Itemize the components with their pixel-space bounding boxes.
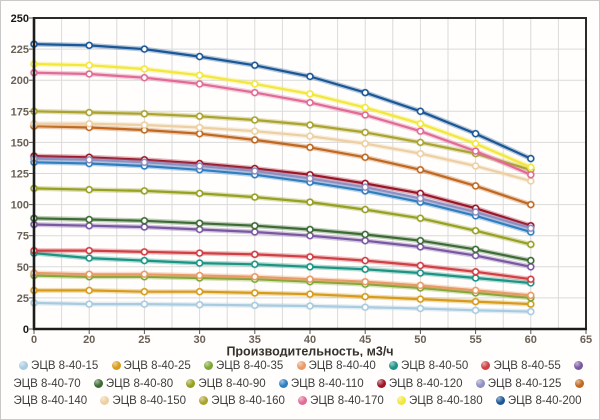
legend-marker-icon: [204, 361, 214, 370]
legend-item-label: ЭЦВ 8-40-170: [310, 395, 384, 407]
series-ЭЦВ 8-40-90: [29, 184, 536, 249]
legend-item-label: ЭЦВ 8-40-150: [112, 395, 187, 407]
legend-item: ЭЦВ 8-40-80: [93, 377, 174, 390]
legend-marker-icon: [376, 378, 386, 388]
pump-head-flow-chart: 0 20 25 30 35 40 45 50 55 60 65 0 25 50 75 100 125 150 175…: [11, 13, 592, 359]
legend-marker-icon: [296, 361, 306, 370]
legend-item: ЭЦВ 8-40-15: [19, 360, 98, 372]
legend-item: ЭЦВ 8-40-150: [100, 395, 186, 407]
legend-marker-icon: [298, 396, 308, 405]
x-tick-label: 55: [469, 334, 481, 346]
legend-item-label: ЭЦВ 8-40-55: [493, 360, 561, 372]
y-tick-label: 25: [17, 293, 29, 305]
legend-item-label: ЭЦВ 8-40-15: [31, 360, 99, 372]
legend-marker-icon: [19, 361, 29, 370]
y-tick-label: 225: [11, 44, 29, 56]
legend-marker-icon: [573, 361, 583, 370]
x-tick-label: 65: [580, 334, 592, 346]
x-tick-label: 20: [83, 334, 95, 346]
chart-legend: ЭЦВ 8-40-15 ЭЦВ 8-40-25 ЭЦВ 8-40-35 ЭЦВ …: [1, 357, 599, 411]
legend-marker-icon: [111, 361, 121, 370]
legend-item-label: ЭЦВ 8-40-80: [105, 377, 174, 390]
x-axis-labels: 0 20 25 30 35 40 45 50 55 60 65: [31, 330, 592, 346]
y-tick-label: 125: [11, 169, 29, 181]
legend-item-label: ЭЦВ 8-40-140: [13, 395, 88, 407]
legend-marker-icon: [396, 396, 406, 405]
series-ЭЦВ 8-40-180: [29, 59, 536, 172]
legend-item: ЭЦВ 8-40-120: [376, 377, 463, 390]
legend-item: ЭЦВ 8-40-90: [186, 377, 266, 390]
legend-item-label: ЭЦВ 8-40-160: [211, 395, 285, 407]
x-tick-label: 50: [414, 334, 426, 346]
x-tick-label: 25: [138, 334, 150, 346]
legend-item-label: ЭЦВ 8-40-120: [388, 377, 463, 390]
legend-marker-icon: [388, 361, 398, 370]
chart-area: 0 20 25 30 35 40 45 50 55 60 65 0 25 50 75 100 125 150 175…: [1, 1, 599, 359]
legend-item-label: ЭЦВ 8-40-25: [123, 360, 191, 372]
legend-item: ЭЦВ 8-40-25: [111, 360, 191, 372]
series-ЭЦВ 8-40-125: [29, 154, 536, 233]
series-ЭЦВ 8-40-15: [29, 298, 536, 316]
x-tick-label: 45: [359, 334, 371, 346]
y-tick-label: 175: [11, 106, 29, 118]
x-tick-label: 0: [31, 334, 37, 346]
y-tick-label: 250: [11, 13, 29, 25]
series-ЭЦВ 8-40-200: [29, 39, 536, 163]
legend-marker-icon: [100, 396, 110, 405]
legend-item-label: ЭЦВ 8-40-200: [507, 395, 582, 407]
x-tick-label: 60: [525, 334, 537, 346]
y-axis-labels: 0 25 50 75 100 125 150 175 200 225 250: [11, 13, 33, 336]
legend-item-label: ЭЦВ 8-40-180: [408, 395, 483, 407]
legend-item-label: ЭЦВ 8-40-40: [308, 360, 376, 372]
x-tick-label: 30: [193, 334, 205, 346]
legend-item-label: ЭЦВ 8-40-50: [400, 360, 469, 372]
legend-marker-icon: [574, 378, 584, 388]
series-ЭЦВ 8-40-160: [29, 107, 536, 175]
series-ЭЦВ 8-40-25: [29, 286, 536, 309]
x-tick-label: 35: [249, 334, 261, 346]
x-tick-label: 40: [304, 334, 316, 346]
legend-item-label: ЭЦВ 8-40-125: [487, 377, 562, 390]
legend-marker-icon: [93, 378, 103, 388]
legend-marker-icon: [186, 378, 196, 388]
legend-item: ЭЦВ 8-40-70: [13, 360, 586, 390]
legend-item: ЭЦВ 8-40-140: [13, 378, 586, 407]
series-ЭЦВ 8-40-55: [29, 246, 536, 284]
x-axis-title: Производительность, м3/ч: [226, 345, 393, 358]
legend-item: ЭЦВ 8-40-35: [204, 360, 283, 372]
legend-item: ЭЦВ 8-40-110: [278, 377, 364, 390]
y-tick-label: 50: [17, 262, 29, 274]
y-tick-label: 75: [17, 231, 29, 243]
y-tick-label: 100: [11, 200, 29, 212]
legend-item: ЭЦВ 8-40-55: [481, 360, 561, 372]
legend-item: ЭЦВ 8-40-40: [296, 360, 376, 372]
series-ЭЦВ 8-40-170: [29, 68, 536, 180]
legend-item-label: ЭЦВ 8-40-35: [216, 360, 284, 372]
legend-item: ЭЦВ 8-40-170: [298, 395, 384, 407]
legend-item-label: ЭЦВ 8-40-110: [290, 377, 364, 390]
legend-marker-icon: [475, 378, 485, 388]
legend-marker-icon: [199, 396, 209, 405]
legend-item: ЭЦВ 8-40-125: [475, 377, 562, 390]
legend-marker-icon: [481, 361, 491, 370]
legend-marker-icon: [278, 378, 288, 388]
legend-item-label: ЭЦВ 8-40-90: [198, 377, 266, 390]
legend-item-label: ЭЦВ 8-40-70: [13, 377, 81, 390]
series-ЭЦВ 8-40-50: [29, 248, 536, 288]
legend-item: ЭЦВ 8-40-200: [495, 395, 582, 407]
y-tick-label: 150: [11, 137, 29, 149]
y-tick-label: 0: [23, 324, 29, 336]
y-tick-label: 200: [11, 75, 29, 87]
series-ЭЦВ 8-40-80: [29, 213, 536, 265]
legend-item: ЭЦВ 8-40-180: [396, 395, 483, 407]
legend-marker-icon: [495, 396, 505, 405]
legend-item: ЭЦВ 8-40-50: [388, 360, 469, 372]
legend-item: ЭЦВ 8-40-160: [199, 395, 285, 407]
